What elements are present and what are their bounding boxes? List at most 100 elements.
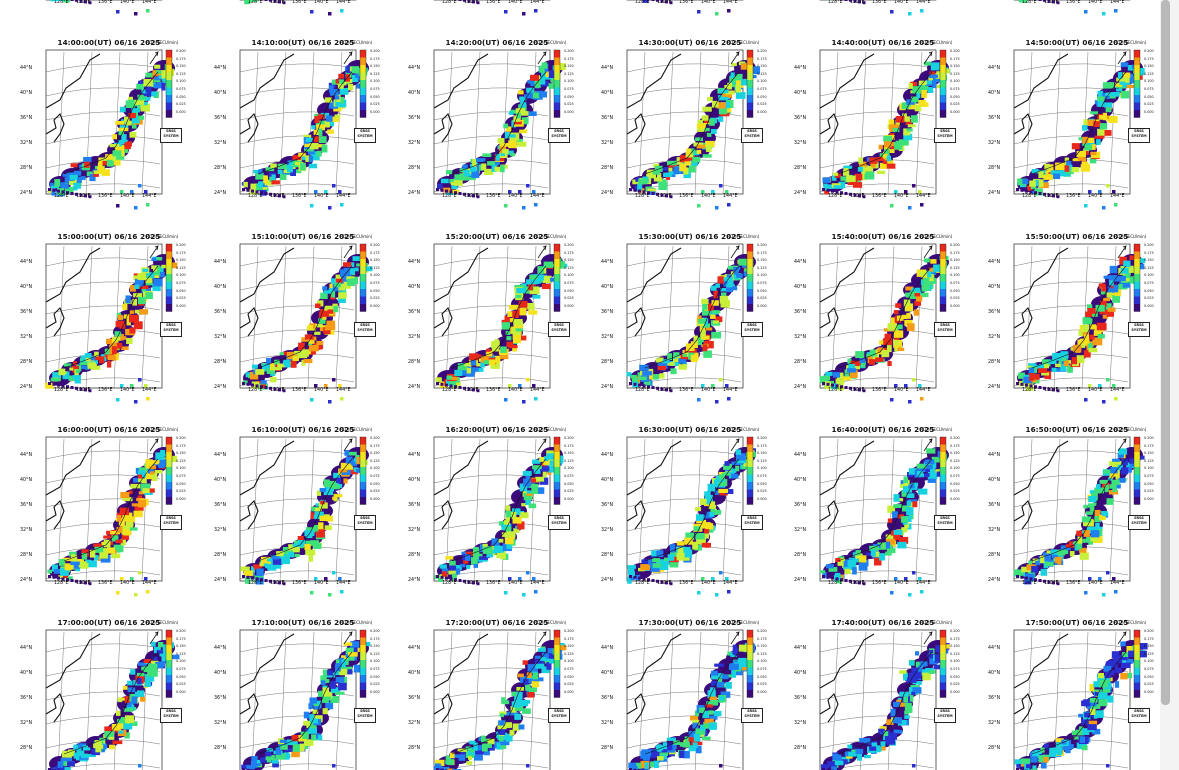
latitude-label: 36°N <box>214 696 227 701</box>
roti-map-panel: 16:30:00(UT) 06/16 2025 ROTI(TECU/min) 0.2… <box>601 425 781 605</box>
colorbar-tick: 0.000 <box>176 109 186 114</box>
longitude-label: 140°E <box>701 581 716 586</box>
longitude-label: 132°E <box>270 581 285 586</box>
srss-system-badge: SRSS SYSTEM <box>741 515 763 530</box>
colorbar-tick: 0.150 <box>176 644 186 649</box>
latitude-label: 44°N <box>601 646 614 651</box>
longitude-label: 132°E <box>76 581 91 586</box>
colorbar-tick: 0.200 <box>176 629 186 633</box>
latitude-label: 28°N <box>988 360 1001 365</box>
latitude-label: 32°N <box>794 721 807 726</box>
colorbar-tick: 0.200 <box>176 49 186 53</box>
colorbar-tick: 0.050 <box>1144 481 1154 486</box>
colorbar-tick: 0.175 <box>176 250 186 255</box>
latitude-label: 24°N <box>794 385 807 390</box>
colorbar-tick: 0.175 <box>564 56 574 61</box>
colorbar-title: ROTI(TECU/min) <box>727 620 760 625</box>
longitude-label: 132°E <box>464 581 479 586</box>
colorbar-title: ROTI(TECU/min) <box>146 40 179 45</box>
roti-map <box>239 0 357 16</box>
longitude-label: 132°E <box>1044 194 1059 199</box>
latitude-label: 44°N <box>408 66 421 71</box>
latitude-label: 36°N <box>601 696 614 701</box>
latitude-label: 44°N <box>794 453 807 458</box>
vertical-scrollbar[interactable] <box>1160 0 1179 770</box>
latitude-label: 24°N <box>408 578 421 583</box>
latitude-label: 44°N <box>794 66 807 71</box>
colorbar-tick: 0.075 <box>370 87 380 91</box>
colorbar <box>746 629 754 698</box>
colorbar-tick: 0.150 <box>1144 64 1154 69</box>
latitude-label: 28°N <box>794 360 807 365</box>
roti-map <box>433 436 564 597</box>
panel-timestamp-title: 16:10:00(UT) 06/16 2025 <box>251 425 355 434</box>
roti-map <box>45 629 180 770</box>
colorbar <box>939 629 947 698</box>
roti-map <box>626 49 760 210</box>
colorbar-tick: 0.150 <box>176 64 186 69</box>
colorbar-tick: 0.100 <box>564 273 574 278</box>
latitude-label: 36°N <box>988 310 1001 315</box>
longitude-label: 136°E <box>1066 0 1081 5</box>
latitude-label: 32°N <box>214 335 227 340</box>
longitude-label: 144°E <box>916 581 931 586</box>
colorbar-title: ROTI(TECU/min) <box>1114 234 1147 239</box>
latitude-label: 44°N <box>408 453 421 458</box>
panel-timestamp-title: 15:10:00(UT) 06/16 2025 <box>251 232 355 241</box>
scrollbar-thumb[interactable] <box>1161 0 1170 705</box>
latitude-label: 40°N <box>408 285 421 290</box>
roti-map-panel: 16:40:00(UT) 06/16 2025 ROTI(TECU/min) 0.2… <box>794 425 974 605</box>
colorbar <box>165 436 173 505</box>
longitude-label: 140°E <box>1088 388 1103 393</box>
colorbar-tick: 0.075 <box>757 667 767 671</box>
longitude-label: 144°E <box>530 581 545 586</box>
colorbar-tick: 0.125 <box>370 265 380 270</box>
colorbar-tick: 0.000 <box>176 496 186 501</box>
longitude-label: 136°E <box>486 388 501 393</box>
roti-map <box>626 243 756 404</box>
colorbar-tick: 0.125 <box>1144 265 1154 270</box>
roti-map <box>433 49 566 210</box>
colorbar-tick: 0.175 <box>1144 636 1154 641</box>
colorbar-tick: 0.050 <box>370 288 380 293</box>
colorbar-tick: 0.150 <box>1144 258 1154 263</box>
longitude-label: 128°E <box>828 581 843 586</box>
latitude-label: 44°N <box>408 646 421 651</box>
latitude-label: 24°N <box>794 0 806 2</box>
colorbar-tick: 0.050 <box>757 288 767 293</box>
panel-timestamp-title: 15:30:00(UT) 06/16 2025 <box>638 232 742 241</box>
colorbar-tick: 0.100 <box>1144 79 1154 84</box>
roti-map <box>239 49 369 210</box>
colorbar-title: ROTI(TECU/min) <box>920 620 953 625</box>
roti-map-panel: 16:00:00(UT) 06/16 2025 ROTI(TECU/min) 0.2… <box>20 425 200 605</box>
colorbar-title: ROTI(TECU/min) <box>1114 427 1147 432</box>
srss-system-badge: SRSS SYSTEM <box>160 708 182 723</box>
colorbar-tick: 0.150 <box>950 258 960 263</box>
latitude-label: 24°N <box>988 578 1001 583</box>
colorbar-tick: 0.150 <box>370 258 380 263</box>
colorbar <box>1133 49 1141 118</box>
colorbar-tick: 0.025 <box>176 682 186 687</box>
longitude-label: 128°E <box>54 388 69 393</box>
latitude-label: 28°N <box>988 553 1001 558</box>
latitude-label: 24°N <box>408 191 421 196</box>
longitude-label: 132°E <box>1044 388 1059 393</box>
latitude-label: 24°N <box>408 385 421 390</box>
colorbar-tick: 0.075 <box>564 281 574 285</box>
longitude-label: 132°E <box>464 0 479 5</box>
colorbar <box>165 243 173 312</box>
roti-map <box>1013 0 1131 16</box>
colorbar-tick: 0.100 <box>370 659 380 664</box>
longitude-label: 132°E <box>657 581 672 586</box>
latitude-label: 32°N <box>408 141 421 146</box>
longitude-label: 140°E <box>508 0 523 5</box>
colorbar-title: ROTI(TECU/min) <box>534 427 567 432</box>
latitude-label: 36°N <box>794 696 807 701</box>
latitude-label: 28°N <box>408 360 421 365</box>
colorbar-tick: 0.100 <box>176 659 186 664</box>
roti-map <box>45 436 178 597</box>
colorbar-tick: 0.150 <box>950 644 960 649</box>
panel-timestamp-title: 17:20:00(UT) 06/16 2025 <box>445 618 549 627</box>
latitude-label: 28°N <box>408 746 421 751</box>
longitude-label: 132°E <box>657 388 672 393</box>
